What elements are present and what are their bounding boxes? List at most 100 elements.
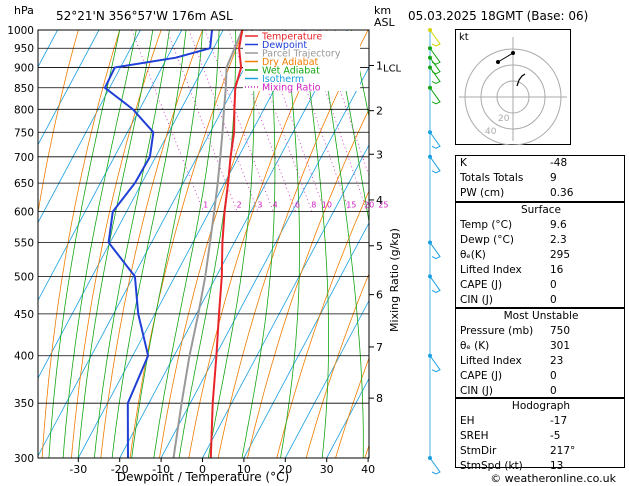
unstable-value: 750 — [550, 325, 571, 337]
pressure-tick-label: 750 — [14, 127, 34, 139]
wind-barb — [429, 355, 441, 373]
wind-barb — [429, 29, 441, 47]
mixing-ratio-label: 8 — [311, 201, 316, 210]
temp-tick-label: 0 — [199, 463, 206, 476]
surface-value: 295 — [550, 249, 571, 261]
temp-tick-label: 30 — [320, 463, 334, 476]
hodograph: kt 20 40 — [455, 29, 571, 145]
km-tick-label: 5 — [376, 240, 383, 253]
index-label: Totals Totals — [460, 172, 524, 184]
temp-tick-label: 10 — [237, 463, 251, 476]
hodograph-trace — [516, 73, 526, 87]
legend-label: Parcel Trajectory — [262, 49, 341, 60]
dry-adiabat-line — [41, 30, 121, 458]
dry-adiabat-line — [276, 189, 369, 458]
temp-tick-label: -10 — [152, 463, 170, 476]
wind-barb — [429, 67, 441, 85]
pressure-tick-label: 850 — [14, 83, 34, 95]
mixing-ratio-label: 1 — [203, 201, 208, 210]
isotherm-line — [326, 377, 369, 458]
mixing-ratio-label: 15 — [346, 201, 356, 210]
mixing-ratio-label: 25 — [378, 201, 388, 210]
isotherm-line — [202, 144, 369, 458]
hodo-value: 217° — [550, 445, 576, 457]
surface-label: θₑ(K) — [460, 249, 486, 261]
unstable-value: 301 — [550, 340, 571, 352]
mixing-ratio-label: 10 — [322, 201, 332, 210]
isotherm-line — [284, 299, 369, 458]
asl-label: ASL — [374, 16, 396, 29]
surface-value: 2.3 — [550, 234, 567, 246]
hodograph-ring-label: 40 — [485, 127, 497, 137]
pressure-tick-label: 300 — [14, 453, 34, 465]
unstable-label: CAPE (J) — [460, 370, 503, 382]
km-tick-label: 3 — [376, 148, 383, 161]
temperature-line — [209, 30, 244, 458]
hodograph-storm-dot — [496, 60, 500, 64]
surface-label: Dewp (°C) — [460, 234, 514, 246]
temp-tick-label: 20 — [278, 463, 292, 476]
isotherm-line — [160, 66, 369, 458]
surface-label: Lifted Index — [460, 264, 522, 276]
temp-tick-label: -30 — [69, 463, 87, 476]
wind-barb — [429, 276, 441, 293]
dewpoint-line — [103, 30, 213, 458]
legend-label: Wet Adiabat — [262, 66, 320, 77]
pressure-tick-label: 650 — [14, 178, 34, 190]
isotherm-line — [119, 30, 348, 458]
wind-barb — [429, 242, 441, 260]
location-title: 52°21'N 356°57'W 176m ASL — [56, 9, 233, 23]
index-value: 0.36 — [550, 187, 574, 199]
wind-barb — [429, 57, 441, 75]
unstable-label: θₑ (K) — [460, 340, 490, 352]
pressure-tick-label: 400 — [14, 351, 34, 363]
surface-value: 9.6 — [550, 219, 567, 231]
unstable-value: 0 — [550, 385, 557, 397]
km-tick-label: 4 — [376, 194, 383, 207]
unstable-label: Lifted Index — [460, 355, 522, 367]
dry-adiabat-line — [217, 30, 369, 458]
hodo-label: EH — [460, 415, 475, 427]
legend-label: Isotherm — [262, 74, 304, 85]
dry-adiabat-line — [305, 272, 369, 458]
legend-label: Mixing Ratio — [262, 83, 321, 94]
pressure-tick-label: 550 — [14, 238, 34, 250]
pressure-tick-label: 350 — [14, 398, 34, 410]
km-tick-label: 7 — [376, 341, 383, 354]
unstable-value: 23 — [550, 355, 564, 367]
index-value: -48 — [550, 157, 568, 169]
legend-label: Dewpoint — [262, 40, 307, 51]
index-value: 9 — [550, 172, 557, 184]
hodograph-unit: kt — [459, 32, 469, 43]
km-label: km — [374, 4, 391, 17]
hodograph-title: Hodograph — [511, 400, 571, 412]
km-tick-label: 6 — [376, 289, 383, 302]
dry-adiabat-line — [100, 30, 203, 458]
surface-value: 16 — [550, 264, 564, 276]
pressure-tick-label: 500 — [14, 271, 34, 283]
surface-value: 0 — [550, 294, 557, 306]
lcl-label: LCL — [383, 63, 402, 74]
pressure-tick-label: 950 — [14, 43, 34, 55]
isotherm-line — [243, 222, 369, 458]
hodo-value: 13 — [550, 460, 564, 472]
index-label: K — [460, 157, 467, 169]
hodo-value: -17 — [550, 415, 568, 427]
datetime-title: 05.03.2025 18GMT (Base: 06) — [408, 9, 588, 23]
x-axis-label: Dewpoint / Temperature (°C) — [117, 470, 289, 484]
isotherm-line — [77, 30, 307, 458]
temp-tick-label: -20 — [111, 463, 129, 476]
isotherm-line — [38, 30, 141, 224]
unstable-value: 0 — [550, 370, 557, 382]
mixing-ratio-line — [285, 30, 350, 212]
mixing-ratio-label: 3 — [257, 201, 262, 210]
parcel-trajectory-line — [172, 30, 244, 458]
legend-label: Dry Adiabat — [262, 57, 319, 68]
hodograph-storm-line — [497, 52, 514, 63]
surface-title: Surface — [520, 204, 561, 216]
hodo-label: StmSpd (kt) — [460, 460, 523, 472]
pressure-tick-label: 1000 — [7, 25, 34, 37]
wet-adiabat-line — [280, 30, 300, 458]
wind-barb — [429, 457, 441, 475]
wet-adiabat-line — [62, 30, 137, 458]
